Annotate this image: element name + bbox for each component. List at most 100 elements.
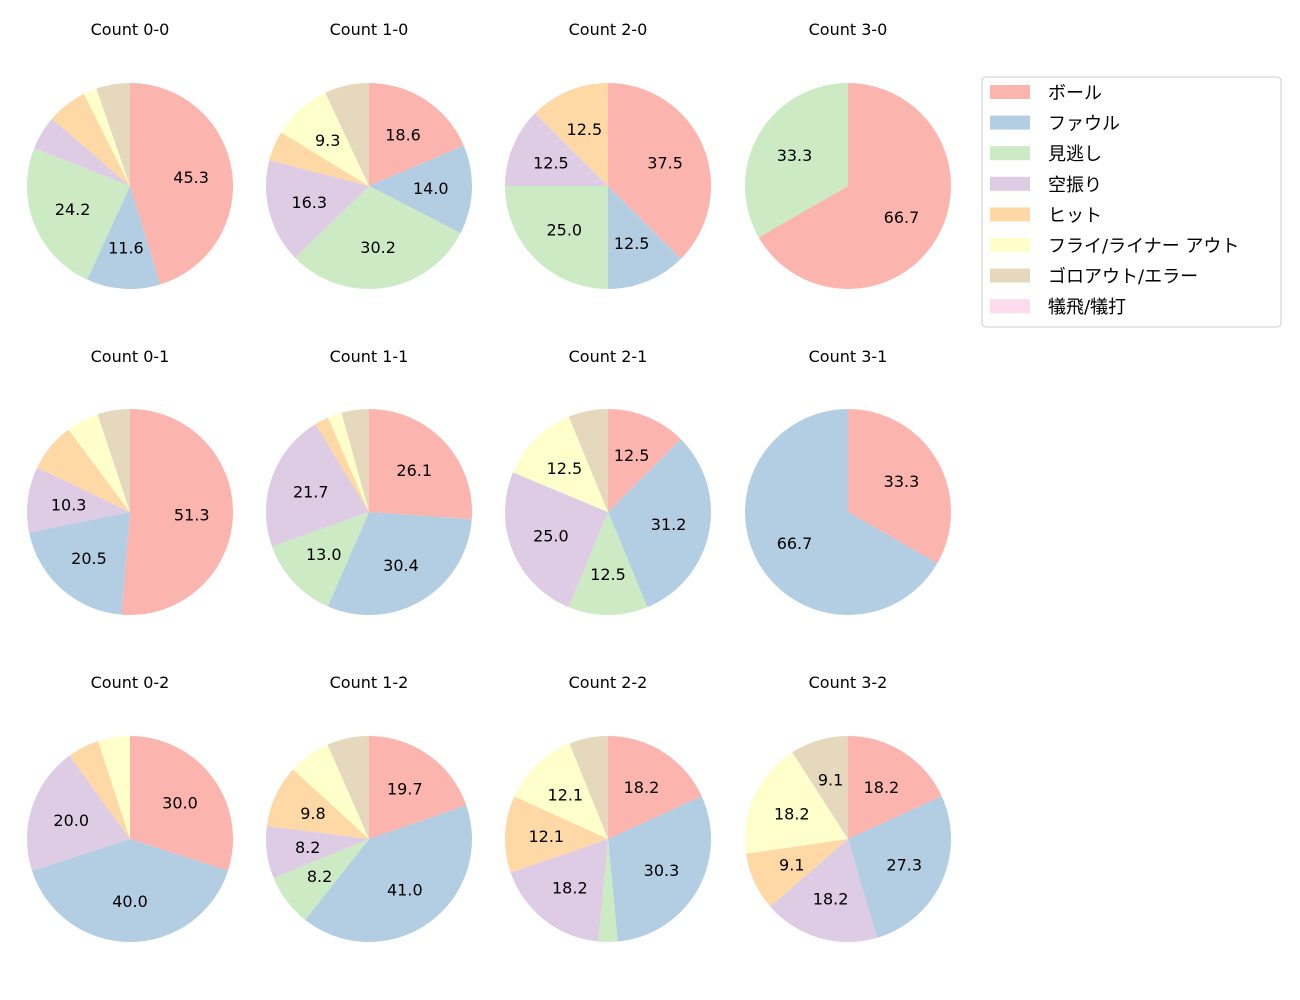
slice-label: 18.2 — [552, 879, 588, 898]
pie-slice — [96, 83, 130, 186]
pie-slice — [69, 741, 130, 839]
pie-slice — [83, 88, 130, 186]
pie-slice — [510, 839, 608, 942]
pie-slice — [130, 736, 234, 871]
pie-slice — [315, 417, 369, 512]
slice-label: 12.5 — [547, 459, 583, 478]
legend-swatch — [990, 238, 1030, 252]
slice-label: 8.2 — [307, 867, 332, 886]
pie-slice — [505, 472, 608, 608]
slice-label: 37.5 — [647, 153, 683, 172]
legend-label: ゴロアウト/エラー — [1048, 267, 1198, 288]
slice-label: 11.6 — [108, 239, 144, 258]
pie-slice — [608, 409, 681, 512]
pie-title: Count 2-2 — [569, 673, 648, 692]
slice-label: 13.0 — [306, 545, 342, 564]
pie-slice — [792, 736, 848, 839]
pie-slice — [273, 839, 369, 920]
pie-count-0-0: Count 0-0 45.3 11.6 24.2 — [26, 20, 234, 290]
pie-slice — [266, 424, 369, 547]
pie-slice — [327, 512, 472, 616]
pie-count-2-0: Count 2-0 37.5 12.5 25.0 12.5 12.5 — [505, 20, 711, 289]
pie-count-2-2: Count 2-2 18.2 30.3 18.2 12.1 12.1 — [505, 673, 711, 942]
pie-slice — [569, 736, 608, 839]
legend-swatch — [990, 299, 1030, 314]
pie-title: Count 3-2 — [809, 673, 888, 692]
pie-title: Count 0-0 — [91, 20, 170, 39]
slice-label: 18.2 — [774, 804, 810, 823]
slice-label: 30.0 — [162, 794, 198, 813]
slice-label: 41.0 — [387, 880, 423, 899]
pie-slice — [121, 409, 233, 615]
pie-count-2-1: Count 2-1 12.5 31.2 12.5 25.0 12.5 — [505, 347, 711, 616]
pie-slice — [51, 93, 130, 186]
pie-title: Count 0-1 — [91, 347, 170, 366]
pie-count-1-2: Count 1-2 19.7 41.0 8.2 8.2 9.8 — [266, 673, 472, 942]
pie-slice — [271, 512, 369, 607]
pie-count-0-1: Count 0-1 51.3 20.5 10.3 — [27, 347, 233, 615]
pie-title: Count 2-1 — [569, 347, 648, 366]
pie-slice — [295, 186, 461, 290]
pie-slice — [745, 752, 848, 854]
slice-label: 12.5 — [614, 234, 650, 253]
pie-slice — [369, 409, 472, 520]
pie-slice — [369, 736, 467, 839]
slice-label: 30.2 — [360, 238, 396, 257]
pie-slice — [130, 83, 234, 285]
pie-slice — [98, 736, 130, 839]
slice-label: 18.6 — [385, 125, 421, 144]
pie-slice — [328, 412, 369, 512]
pie-title: Count 2-0 — [569, 20, 648, 39]
pie-slice — [266, 769, 369, 839]
pie-slice — [29, 512, 131, 615]
slice-label: 20.0 — [53, 811, 89, 830]
pie-title: Count 3-0 — [809, 20, 888, 39]
slice-label: 30.3 — [644, 861, 680, 880]
pie-slice — [514, 743, 608, 839]
slice-label: 21.7 — [293, 482, 329, 501]
pie-slice — [26, 147, 131, 280]
slice-label: 18.2 — [864, 778, 900, 797]
slice-label: 9.1 — [818, 771, 843, 790]
legend-label: フライ/ライナー アウト — [1048, 236, 1239, 257]
pie-slice — [848, 796, 951, 938]
pie-slice — [758, 83, 951, 289]
legend-swatch — [990, 115, 1030, 130]
slice-label: 9.3 — [315, 131, 340, 150]
pie-slice — [505, 796, 608, 873]
legend-label: 見逃し — [1048, 144, 1102, 165]
legend-label: ヒット — [1048, 205, 1102, 226]
pie-slice — [369, 145, 472, 234]
pie-title: Count 3-1 — [809, 347, 888, 366]
slice-label: 31.2 — [651, 515, 687, 534]
slice-label: 40.0 — [112, 892, 148, 911]
pie-slice — [34, 118, 131, 186]
slice-label: 12.5 — [567, 120, 603, 139]
pie-slice — [266, 160, 369, 258]
pie-count-1-0: Count 1-0 18.6 14.0 30.2 16.3 9.3 — [266, 20, 472, 290]
slice-label: 10.3 — [51, 495, 87, 514]
pie-slice — [848, 736, 942, 839]
pie-slice — [608, 83, 711, 259]
slice-label: 30.4 — [383, 556, 419, 575]
pie-slice — [744, 83, 848, 238]
legend-label: 空振り — [1048, 175, 1102, 196]
pie-slice — [87, 186, 161, 290]
pie-slice — [32, 839, 228, 942]
pie-slice — [369, 83, 464, 186]
slice-label: 33.3 — [884, 472, 920, 491]
legend-label: 犠飛/犠打 — [1048, 297, 1126, 318]
slice-label: 12.5 — [614, 446, 650, 465]
pie-slice — [327, 736, 369, 839]
pie-slice — [608, 736, 702, 839]
slice-label: 33.3 — [777, 146, 813, 165]
pie-title: Count 1-0 — [330, 20, 409, 39]
pie-count-1-1: Count 1-1 26.1 30.4 13.0 21.7 — [266, 347, 472, 616]
pie-slice — [97, 409, 130, 512]
slice-label: 12.5 — [590, 565, 626, 584]
legend-label: ファウル — [1048, 114, 1120, 135]
pie-slice — [598, 839, 618, 942]
pie-slice — [568, 512, 648, 616]
